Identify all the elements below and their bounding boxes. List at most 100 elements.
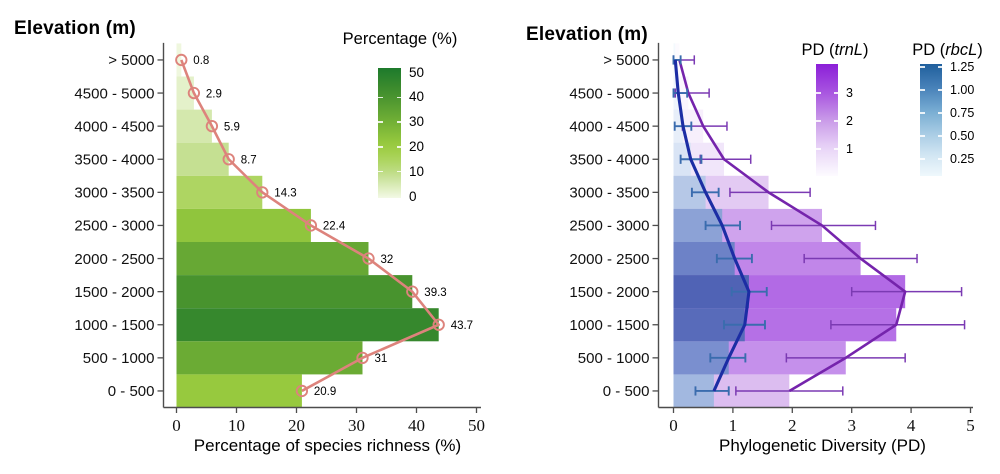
y-axis-label: 0 - 500 bbox=[603, 383, 650, 400]
trnl-title-prefix: PD ( bbox=[801, 41, 835, 59]
rbcl-gene-name: rbcL bbox=[945, 41, 978, 59]
species-richness-chart: > 5000 4500 - 5000 4000 - 4500 3500 - 4000 3… bbox=[14, 18, 485, 455]
y-axis-label: 4500 - 5000 bbox=[74, 85, 154, 102]
richness-bar bbox=[176, 43, 182, 77]
colorbar-tick-mark bbox=[816, 92, 821, 94]
x-tick-label: 50 bbox=[468, 416, 485, 435]
colorbar-tick-mark bbox=[937, 158, 942, 160]
richness-bar bbox=[176, 374, 302, 408]
colorbar-tick-mark bbox=[816, 148, 821, 150]
colorbar-tick-mark bbox=[378, 146, 383, 148]
colorbar-tick-mark bbox=[396, 170, 401, 173]
richness-point-marker bbox=[295, 384, 309, 398]
richness-trend-line bbox=[180, 59, 441, 393]
colorbar-tick-mark bbox=[920, 112, 925, 114]
colorbar-tick-mark bbox=[920, 158, 925, 160]
richness-bar bbox=[176, 76, 194, 110]
colorbar-tick-mark bbox=[396, 96, 401, 99]
y-axis-label: 0 - 500 bbox=[108, 383, 155, 400]
richness-bar bbox=[176, 275, 413, 309]
colorbar-tick-mark bbox=[833, 120, 838, 122]
colorbar-tick-label: 2 bbox=[846, 114, 853, 128]
colorbar-tick-mark bbox=[816, 120, 821, 122]
richness-point-marker bbox=[222, 153, 235, 166]
richness-value-label: 0.8 bbox=[193, 55, 209, 67]
richness-value-label: 43.7 bbox=[451, 320, 473, 332]
y-axis-label: 4000 - 4500 bbox=[74, 118, 154, 135]
colorbar-tick-mark bbox=[937, 89, 942, 91]
y-axis-label: > 5000 bbox=[108, 52, 154, 69]
colorbar-tick-label: 0 bbox=[409, 188, 417, 204]
y-axis-label: 2500 - 3000 bbox=[569, 218, 649, 235]
richness-point-marker bbox=[187, 86, 201, 100]
x-tick-label: 10 bbox=[228, 416, 245, 435]
pd-rbcl-legend: PD (rbcL) 1.25 1.00 0.75 0.50 0.25 bbox=[895, 41, 1000, 201]
richness-bar bbox=[176, 175, 263, 209]
colorbar-tick-mark bbox=[833, 148, 838, 150]
x-tick-label: 30 bbox=[348, 416, 365, 435]
y-axis-label: 4000 - 4500 bbox=[569, 118, 649, 135]
right-elevation-title: Elevation (m) bbox=[526, 24, 648, 45]
y-axis-label: 3000 - 3500 bbox=[569, 185, 649, 202]
x-tick-label: 3 bbox=[847, 416, 856, 435]
y-axis-label: 500 - 1000 bbox=[83, 350, 155, 367]
percentage-legend: Percentage (%) 50 40 30 20 10 0 bbox=[325, 30, 475, 212]
pd-trnl-legend-title: PD (trnL) bbox=[790, 41, 880, 60]
y-axis-label: 2000 - 2500 bbox=[569, 251, 649, 268]
rbcl-mean-line bbox=[673, 59, 751, 392]
richness-x-axis-title: Percentage of species richness (%) bbox=[193, 436, 462, 455]
richness-point-marker bbox=[205, 120, 219, 133]
pd-plot-area: > 5000 4500 - 5000 4000 - 4500 3500 - 4000 3… bbox=[569, 42, 975, 435]
colorbar-tick-label: 0.25 bbox=[950, 151, 975, 166]
x-tick-label: 5 bbox=[966, 416, 975, 435]
richness-value-label: 14.3 bbox=[274, 188, 296, 200]
y-axis-label: > 5000 bbox=[603, 52, 649, 69]
colorbar-tick-mark bbox=[920, 66, 925, 68]
y-axis-label: 3500 - 4000 bbox=[569, 151, 649, 168]
rbcl-title-suffix: ) bbox=[977, 41, 983, 59]
x-tick-label: 0 bbox=[669, 416, 678, 435]
richness-point-marker bbox=[432, 318, 445, 331]
richness-value-label: 31 bbox=[375, 353, 388, 365]
colorbar-tick-mark bbox=[378, 121, 383, 123]
pd-x-axis-title: Phylogenetic Diversity (PD) bbox=[719, 436, 926, 455]
x-tick-label: 1 bbox=[729, 416, 738, 435]
richness-point-marker bbox=[304, 219, 318, 232]
colorbar-tick-label: 30 bbox=[409, 114, 425, 130]
y-axis-label: 2500 - 3000 bbox=[74, 218, 154, 235]
colorbar-tick-label: 1 bbox=[846, 142, 853, 156]
pd-rbcl-legend-title: PD (rbcL) bbox=[895, 41, 1000, 60]
richness-point-marker bbox=[175, 53, 188, 67]
y-axis-label: 4500 - 5000 bbox=[569, 85, 649, 102]
colorbar-tick-label: 0.75 bbox=[950, 105, 975, 120]
colorbar-tick-mark bbox=[937, 66, 942, 68]
y-axis-label: 1000 - 1500 bbox=[74, 317, 154, 334]
richness-point-marker bbox=[362, 252, 375, 265]
colorbar-tick-label: 1.00 bbox=[950, 82, 975, 97]
richness-value-label: 39.3 bbox=[424, 287, 446, 299]
x-tick-label: 0 bbox=[172, 416, 181, 435]
trnl-gene-name: trnL bbox=[834, 41, 863, 59]
y-axis-label: 1500 - 2000 bbox=[74, 284, 154, 301]
trnl-colorbar bbox=[816, 64, 838, 176]
richness-value-label: 20.9 bbox=[314, 386, 336, 398]
x-tick-label: 40 bbox=[408, 416, 425, 435]
y-axis-label: 3000 - 3500 bbox=[74, 185, 154, 202]
trnl-title-suffix: ) bbox=[862, 41, 869, 59]
colorbar-tick-label: 0.50 bbox=[950, 128, 975, 143]
colorbar-tick-mark bbox=[378, 96, 383, 99]
colorbar-tick-mark bbox=[920, 89, 925, 91]
phylogenetic-diversity-chart: > 5000 4500 - 5000 4000 - 4500 3500 - 4000 3… bbox=[500, 0, 1000, 474]
richness-value-label: 22.4 bbox=[323, 221, 346, 233]
colorbar-tick-label: 10 bbox=[409, 163, 425, 179]
colorbar-tick-label: 1.25 bbox=[950, 60, 975, 75]
colorbar-tick-mark bbox=[396, 121, 401, 123]
richness-plot-area: > 5000 4500 - 5000 4000 - 4500 3500 - 4000 3… bbox=[74, 42, 485, 435]
colorbar-tick-mark bbox=[396, 146, 401, 148]
y-axis-label: 3500 - 4000 bbox=[74, 151, 154, 168]
colorbar-tick-mark bbox=[378, 170, 383, 173]
x-tick-label: 20 bbox=[288, 416, 305, 435]
x-tick-label: 4 bbox=[907, 416, 916, 435]
colorbar-tick-mark bbox=[833, 92, 838, 94]
